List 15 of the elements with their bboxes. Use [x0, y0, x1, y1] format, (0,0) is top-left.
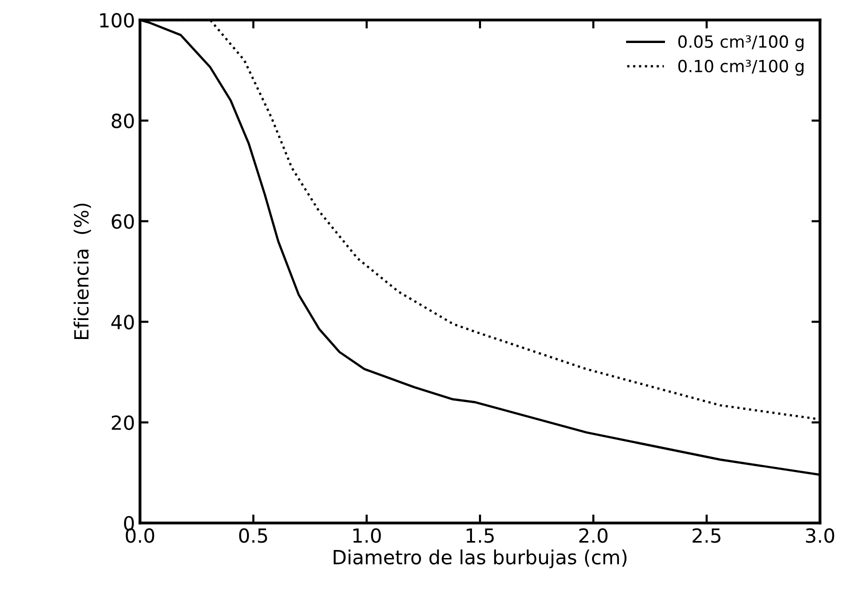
x-tick-label: 3.0: [806, 528, 834, 543]
x-axis-title: Diametro de las burbujas (cm): [334, 549, 626, 568]
x-tick-label: 1.5: [466, 528, 494, 543]
y-tick-label: 100: [100, 12, 134, 28]
x-tick-label: 2.5: [692, 528, 720, 543]
x-tick-label: 1.0: [353, 528, 381, 543]
legend-label: 0.05 cm³/100 g: [678, 35, 804, 52]
legend-label: 0.10 cm³/100 g: [678, 60, 804, 76]
y-tick-label: 40: [111, 314, 134, 330]
x-tick-label: 0.5: [239, 528, 268, 543]
y-tick-label: 80: [112, 114, 134, 128]
y-tick-label: 20: [112, 415, 134, 430]
x-tick-label: 2.0: [579, 528, 608, 543]
y-axis-title: Eficiencia (%): [74, 204, 91, 340]
y-tick-label: 60: [112, 214, 134, 229]
